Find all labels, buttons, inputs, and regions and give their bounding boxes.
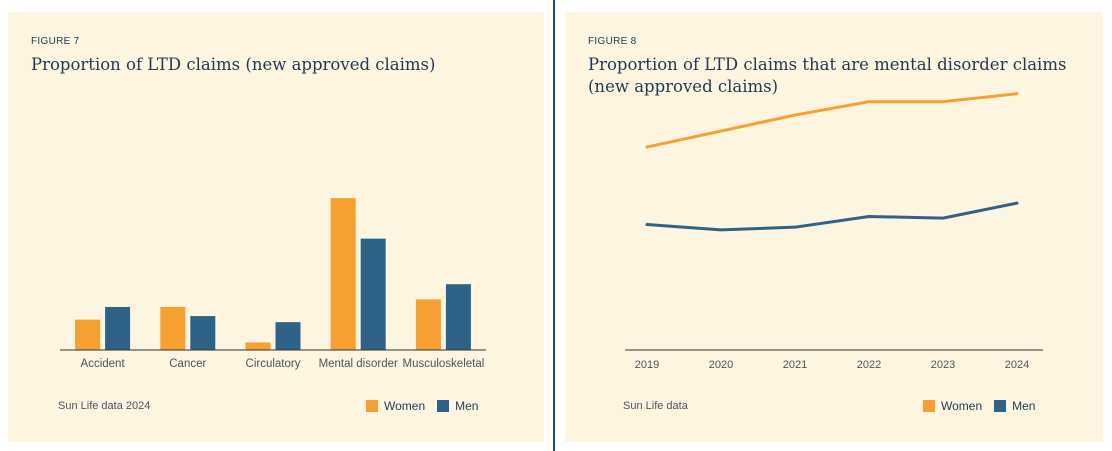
- legend: Women Men: [923, 399, 1035, 413]
- figure-7-panel: FIGURE 7 Proportion of LTD claims (new a…: [8, 12, 544, 442]
- legend-swatch-women: [923, 400, 935, 412]
- line-series-men: [645, 201, 1019, 232]
- legend-label-men: Men: [1012, 399, 1036, 413]
- legend-swatch-women: [366, 400, 378, 412]
- legend-swatch-men: [437, 400, 450, 412]
- bar-women-accident: [75, 319, 101, 350]
- legend-item-women: Women: [923, 399, 982, 413]
- legend-label-women: Women: [941, 399, 983, 413]
- chart-title: Proportion of LTD claims (new approved c…: [31, 55, 436, 74]
- line-chart: 2019 2020 2021 2022 2023 2024: [625, 92, 1043, 371]
- x-tick-label: Musculoskeletal: [402, 358, 484, 370]
- figure-label: FIGURE 7: [31, 36, 80, 47]
- chart-title: Proportion of LTD claims that are mental…: [588, 55, 1067, 96]
- x-tick-label: Cancer: [169, 358, 206, 370]
- x-tick-label: 2024: [1005, 359, 1029, 371]
- x-tick-label: 2023: [931, 359, 955, 371]
- figure-label: FIGURE 8: [588, 36, 637, 47]
- legend-item-men: Men: [437, 399, 478, 413]
- bar-men-accident: [105, 306, 131, 350]
- x-tick-label: 2021: [783, 359, 807, 371]
- bar-women-cancer: [160, 306, 186, 350]
- bar-women-musculoskeletal: [415, 299, 441, 350]
- bar-men-musculoskeletal: [445, 284, 471, 350]
- x-tick-label: Mental disorder: [319, 358, 398, 370]
- bar-men-circulatory: [275, 322, 301, 350]
- legend-label-men: Men: [455, 399, 479, 413]
- source-note: Sun Life data 2024: [58, 400, 151, 412]
- legend-label-women: Women: [384, 399, 426, 413]
- bar-chart: Accident Cancer Circulatory Mental disorder…: [60, 198, 486, 370]
- bar-men-cancer: [190, 316, 216, 350]
- bar-women-mental-disorder: [330, 198, 356, 350]
- line-series-women: [645, 92, 1019, 149]
- bar-women-circulatory: [245, 342, 271, 350]
- legend-item-women: Women: [366, 399, 425, 413]
- figure-8-panel: FIGURE 8 Proportion of LTD claims that a…: [565, 12, 1103, 442]
- x-tick-label: Circulatory: [246, 358, 301, 370]
- legend-item-men: Men: [994, 399, 1035, 413]
- legend: Women Men: [366, 399, 478, 413]
- x-tick-label: 2022: [857, 359, 881, 371]
- x-tick-label: 2019: [635, 359, 659, 371]
- source-note: Sun Life data: [623, 400, 688, 412]
- bar-men-mental-disorder: [360, 238, 386, 350]
- x-tick-label: 2020: [709, 359, 733, 371]
- x-tick-label: Accident: [81, 358, 126, 370]
- legend-swatch-men: [994, 400, 1007, 412]
- panel-divider: [553, 0, 555, 451]
